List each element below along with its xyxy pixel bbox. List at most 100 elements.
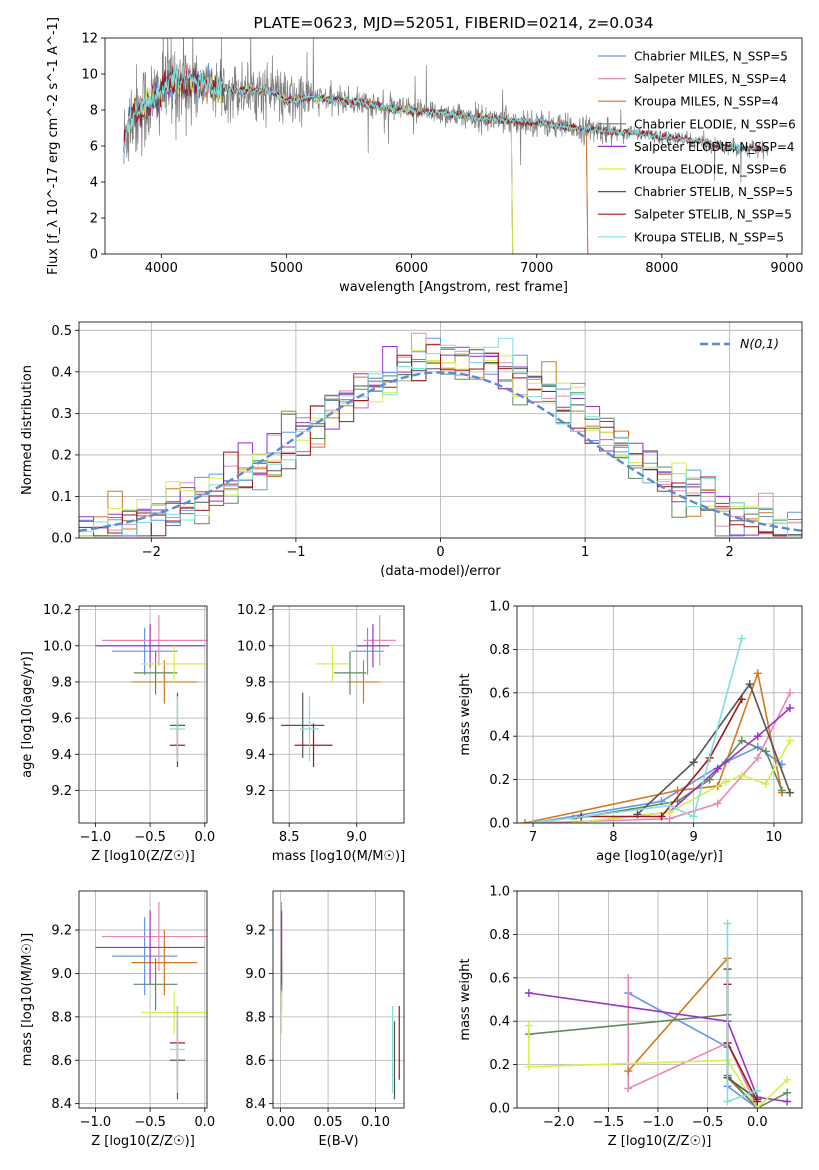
x-tick-label: −0.5 — [134, 1115, 166, 1130]
x-tick-label: 6000 — [395, 261, 428, 276]
weight-marker — [745, 680, 754, 689]
x-tick-label: −0.5 — [134, 830, 166, 845]
axis-decor-mass_vs_ebv: 0.00 0.05 0.10 8.4 8.6 8.8 9.0 9.2 E(B-V) — [245, 890, 405, 1149]
axis-decor-weight_vs_Z: −2.0 −1.5 −1.0 −0.5 0.0 0.0 0.2 0.4 0.6 0.8 1.0 Z [… — [458, 885, 803, 1149]
weight-series-line — [636, 682, 791, 815]
weight-series-line — [532, 746, 783, 823]
x-tick-label: 0.0 — [747, 1115, 768, 1130]
errorbar-point — [141, 645, 207, 682]
weight-marker — [665, 801, 674, 810]
plot-area-weight_vs_age — [521, 634, 794, 823]
errorbar-point — [101, 901, 207, 972]
weight-marker — [737, 771, 746, 780]
axes-mass_vs_ebv — [273, 891, 404, 1108]
x-tick-label: 0.0 — [194, 830, 215, 845]
y-tick-label: 10.0 — [237, 639, 266, 654]
y-tick-label: 8.4 — [51, 1097, 72, 1112]
weight-marker — [524, 988, 533, 997]
weight-marker — [657, 812, 666, 821]
y-tick-label: 0.0 — [489, 817, 510, 832]
weight-marker — [753, 669, 762, 678]
y-tick-label: 9.2 — [51, 924, 72, 939]
legend-entry: Salpeter ELODIE, N_SSP=4 — [634, 140, 795, 154]
x-tick-label: 9.0 — [346, 830, 367, 845]
y-tick-label: 0 — [90, 248, 98, 263]
y-axis-label: Flux [f_λ 10^-17 erg cm^-2 s^-1 A^-1] — [46, 17, 61, 275]
x-axis-label: age [log10(age/yr)] — [596, 849, 723, 864]
y-tick-label: 9.4 — [245, 748, 266, 763]
y-axis-label: Normed distribution — [20, 365, 35, 495]
weight-marker — [524, 1021, 533, 1030]
x-tick-label: 0.10 — [361, 1115, 390, 1130]
x-tick-label: 1 — [581, 545, 589, 560]
weight-marker — [689, 812, 698, 821]
weight-series-line — [627, 977, 759, 1108]
weight-marker — [723, 1097, 732, 1106]
x-tick-label: 10 — [766, 830, 783, 845]
y-tick-label: 2 — [90, 212, 98, 227]
weight-marker — [761, 779, 770, 788]
weight-marker — [753, 1097, 762, 1106]
weight-marker — [721, 777, 730, 786]
legend-entry: Kroupa STELIB, N_SSP=5 — [634, 230, 784, 244]
weight-marker — [713, 764, 722, 773]
weight-marker — [713, 799, 722, 808]
x-tick-label: −1.0 — [642, 1115, 674, 1130]
y-tick-label: 12 — [81, 32, 98, 47]
errorbar-point — [363, 615, 396, 666]
errorbar-point — [141, 990, 207, 1035]
y-tick-label: 0.4 — [489, 1015, 510, 1030]
y-tick-label: 8.4 — [245, 1097, 266, 1112]
x-axis-label: Z [log10(Z/Z☉)] — [608, 1134, 712, 1149]
weight-marker — [529, 819, 538, 823]
y-tick-label: 9.2 — [245, 924, 266, 939]
y-tick-label: 0.1 — [51, 490, 72, 505]
weight-marker — [521, 819, 530, 823]
weight-marker — [737, 736, 746, 745]
weight-marker — [624, 1084, 633, 1093]
weight-marker — [524, 1062, 533, 1071]
weight-marker — [785, 703, 794, 712]
plot-area-mass_vs_ebv — [280, 901, 400, 1100]
plot-area-age_vs_Z — [95, 615, 207, 767]
y-tick-label: 9.8 — [245, 675, 266, 690]
y-tick-label: 0.8 — [489, 928, 510, 943]
histogram-series — [79, 337, 802, 537]
axes-frame — [272, 890, 405, 1109]
weight-marker — [783, 1088, 792, 1097]
axes-frame — [104, 37, 803, 255]
y-tick-label: 1.0 — [489, 600, 510, 615]
errorbar-point — [95, 624, 205, 668]
weight-marker — [737, 634, 746, 643]
model-fit-line — [123, 62, 589, 254]
errorbar-point — [356, 624, 390, 668]
errorbar-point — [111, 917, 178, 996]
x-tick-label: 4000 — [145, 261, 178, 276]
y-axis-label: mass [log10(M/M☉)] — [20, 933, 35, 1066]
normal-reference-curve — [79, 371, 802, 532]
x-tick-label: −1.5 — [593, 1115, 625, 1130]
weight-marker — [783, 1097, 792, 1106]
weight-marker — [783, 1075, 792, 1084]
x-tick-label: −0.5 — [692, 1115, 724, 1130]
axes-frame — [516, 605, 803, 824]
axes-age_vs_mass — [273, 606, 404, 823]
axis-decor-weight_vs_age: 7 8 9 10 0.0 0.2 0.4 0.6 0.8 1.0 age [log10(age/yr… — [458, 600, 803, 864]
errorbar-point — [95, 910, 205, 985]
x-tick-label: 0 — [436, 545, 444, 560]
axis-decor-mass_vs_Z: −1.0 −0.5 0.0 8.4 8.6 8.8 9.0 9.2 Z [log10(Z/Z☉)… — [20, 890, 215, 1149]
model-fit-line — [123, 64, 589, 254]
axes-frame — [78, 321, 803, 539]
legend-entry: Chabrier STELIB, N_SSP=5 — [634, 185, 793, 199]
y-tick-label: 0.2 — [489, 773, 510, 788]
y-tick-label: 9.6 — [51, 712, 72, 727]
axes-weight_vs_Z — [517, 890, 802, 1109]
model-fit-line — [123, 62, 589, 254]
plot-area-mass_vs_Z — [95, 901, 207, 1100]
y-tick-label: 9.0 — [245, 967, 266, 982]
y-tick-label: 6 — [90, 140, 98, 155]
y-tick-label: 9.2 — [245, 784, 266, 799]
y-tick-label: 0.0 — [489, 1102, 510, 1117]
axes-frame — [516, 890, 803, 1109]
